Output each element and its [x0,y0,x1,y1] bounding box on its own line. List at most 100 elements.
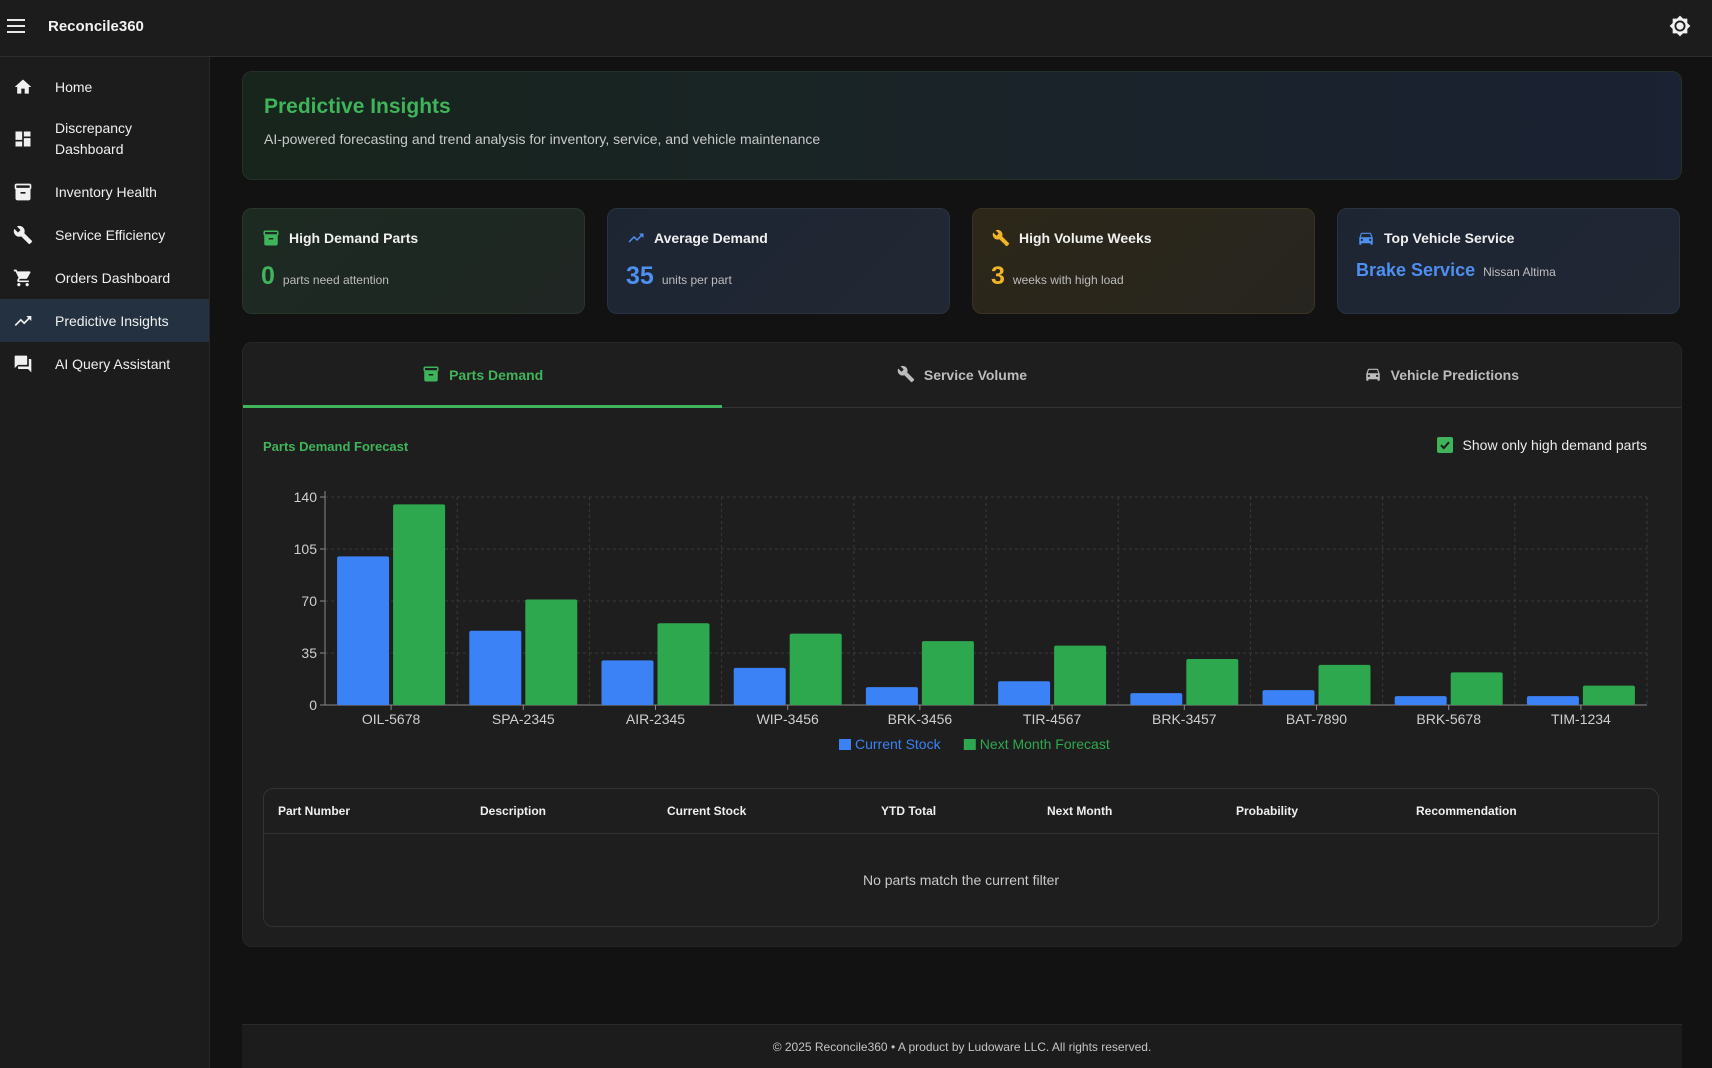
bar-current-stock [733,667,786,705]
y-tick-label: 105 [294,541,318,557]
stat-title: Top Vehicle Service [1384,230,1515,246]
page-title: Predictive Insights [264,95,451,118]
brightness-icon [1669,15,1691,42]
stat-value: 0 [261,262,275,290]
theme-toggle-button[interactable] [1666,14,1694,42]
cart-icon [12,267,34,289]
legend-swatch [963,739,976,750]
sidebar-item-predictive-insights[interactable]: Predictive Insights [0,299,209,342]
stat-unit: units per part [661,273,732,287]
bar-next-month-forecast [921,641,974,705]
tab-service-volume[interactable]: Service Volume [722,343,1201,407]
bar-current-stock [469,630,522,705]
sidebar-item-label: Service Efficiency [55,226,166,243]
car-icon [1364,365,1382,386]
bar-current-stock [601,660,654,705]
sidebar-item-home[interactable]: Home [0,65,209,108]
wrench-icon [991,228,1011,248]
stat-vehicle-name: Nissan Altima [1483,265,1556,279]
legend-label: Next Month Forecast [980,736,1110,752]
column-header[interactable]: Recommendation [1416,804,1517,818]
x-tick-label: WIP-3456 [757,711,819,727]
sidebar-item-orders-dashboard[interactable]: Orders Dashboard [0,256,209,299]
dashboard-icon [12,128,34,150]
stat-title: High Demand Parts [289,230,419,246]
bar-next-month-forecast [657,623,710,705]
tab-label: Parts Demand [449,367,544,383]
x-tick-label: BRK-3457 [1152,711,1217,727]
bar-current-stock [1394,696,1447,705]
stat-card-high-volume-weeks: High Volume Weeks 3 weeks with high load [972,208,1315,314]
inventory-icon [261,228,281,248]
x-tick-label: TIM-1234 [1551,711,1611,727]
sidebar-item-service-efficiency[interactable]: Service Efficiency [0,213,209,256]
sidebar-item-label: Inventory Health [55,183,157,200]
x-tick-label: SPA-2345 [492,711,555,727]
tab-parts-demand[interactable]: Parts Demand [243,343,723,408]
chart-title: Parts Demand Forecast [263,439,409,454]
stat-service-name: Brake Service [1356,260,1476,280]
bar-next-month-forecast [1318,664,1371,705]
sidebar-item-ai-query-assistant[interactable]: AI Query Assistant [0,342,209,385]
footer-text: © 2025 Reconcile360 • A product by Ludow… [772,1039,1152,1054]
parts-demand-chart: 0 35 70 105 140 OIL-5678 SPA-2345 AIR-2345 WIP-3… [294,489,1648,752]
stat-unit: parts need attention [282,273,389,287]
stat-card-high-demand-parts: High Demand Parts 0 parts need attention [242,208,585,314]
top-app-bar: Reconcile360 [0,0,1712,57]
wrench-icon [897,365,915,386]
sidebar-item-inventory-health[interactable]: Inventory Health [0,170,209,213]
column-header[interactable]: Description [480,804,547,818]
column-header[interactable]: YTD Total [881,804,937,818]
stat-title: High Volume Weeks [1019,230,1152,246]
bar-current-stock [1130,693,1183,705]
sidebar-item-label: AI Query Assistant [55,355,171,372]
stat-title: Average Demand [654,230,768,246]
tab-label: Service Volume [923,367,1028,383]
bar-next-month-forecast [1582,685,1635,705]
legend-swatch [839,739,851,750]
insights-panel: Parts Demand Service Volume Vehicle Pred… [242,342,1682,947]
chat-icon [12,353,34,375]
y-tick-label: 0 [309,697,317,713]
bar-current-stock [998,681,1051,705]
stat-value: 35 [626,262,654,290]
menu-button[interactable] [0,12,32,44]
column-header[interactable]: Current Stock [667,804,747,818]
tab-label: Vehicle Predictions [1390,367,1520,383]
y-tick-label: 140 [294,489,318,505]
app-title: Reconcile360 [48,18,144,35]
sidebar-item-label: Predictive Insights [55,312,169,329]
stat-unit: weeks with high load [1012,273,1124,287]
column-header[interactable]: Next Month [1047,804,1113,818]
footer: © 2025 Reconcile360 • A product by Ludow… [242,1024,1682,1068]
sidebar-item-discrepancy-dashboard[interactable]: Discrepancy Dashboard [0,108,209,170]
empty-state-message: No parts match the current filter [862,872,1060,888]
main-content: Predictive Insights AI-powered forecasti… [242,71,1682,947]
legend-label: Current Stock [855,736,942,752]
filter-label: Show only high demand parts [1462,437,1647,453]
column-header[interactable]: Probability [1236,804,1299,818]
car-icon [1356,228,1376,248]
tab-bar: Parts Demand Service Volume Vehicle Pred… [243,343,1681,408]
inventory-icon [422,365,440,386]
checkbox-checked-icon[interactable] [1436,437,1453,453]
y-tick-label: 35 [301,645,317,661]
x-tick-label: BRK-5678 [1416,711,1481,727]
bar-next-month-forecast [393,504,446,705]
x-tick-label: BRK-3456 [888,711,953,727]
high-demand-filter-checkbox[interactable]: Show only high demand parts [1436,437,1647,453]
bar-next-month-forecast [1054,645,1107,705]
x-tick-label: AIR-2345 [626,711,685,727]
stats-row: High Demand Parts 0 parts need attention… [242,208,1682,314]
sidebar-item-label: Orders Dashboard [55,269,171,286]
wrench-icon [12,224,34,246]
column-header[interactable]: Part Number [278,804,351,818]
tab-vehicle-predictions[interactable]: Vehicle Predictions [1202,343,1681,407]
sidebar: Home Discrepancy Dashboard Inventory Hea… [0,57,210,1068]
bar-current-stock [1262,690,1315,705]
bar-next-month-forecast [1450,672,1503,705]
table-header: Part Number Description Current Stock YT… [264,789,1658,834]
inventory-icon [12,181,34,203]
sidebar-item-label: Discrepancy Dashboard [55,120,133,157]
y-tick-label: 70 [301,593,317,609]
